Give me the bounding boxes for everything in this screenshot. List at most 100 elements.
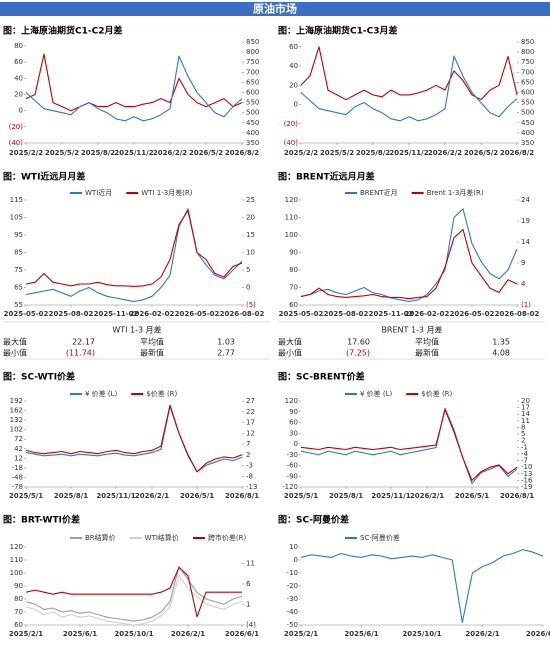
- series-line: [300, 208, 518, 303]
- y2-tick-label: 24: [521, 196, 530, 204]
- y-tick-label: 65: [14, 284, 23, 292]
- legend-label: ¥ 价差 (L): [85, 389, 118, 398]
- y-tick-label: 0: [294, 556, 298, 564]
- y-tick-label: 105: [10, 214, 23, 222]
- y2-tick-label: 700: [246, 68, 259, 76]
- table-title: WTI 1-3 月差: [112, 325, 161, 335]
- y2-tick-label: 2: [521, 437, 525, 445]
- y-tick-label: 120: [10, 543, 23, 551]
- legend-label: WTI结算价: [145, 533, 179, 542]
- table-value: (11.74): [66, 349, 95, 358]
- x-tick-label: 2026/6/1: [225, 630, 259, 638]
- y-tick-label: -60: [287, 462, 298, 470]
- y-tick-label: -78: [12, 483, 23, 491]
- x-tick-label: 2026/2/1: [171, 630, 205, 638]
- y-tick-label: (40): [284, 139, 299, 147]
- series-line: [25, 565, 243, 622]
- table-value: 2.77: [217, 349, 235, 358]
- x-tick-label: 2026/5/2: [464, 149, 498, 157]
- series-line: [300, 549, 544, 623]
- y2-tick-label: 9: [521, 259, 525, 267]
- y-tick-label: 42: [14, 445, 23, 453]
- y2-tick-label: 700: [521, 68, 534, 76]
- y2-tick-label: 25: [246, 196, 255, 204]
- y-tick-label: 120: [285, 196, 298, 204]
- y-tick-label: 0: [294, 101, 298, 109]
- y-tick-label: 40: [14, 74, 23, 82]
- chart-title: 图：上海原油期货C1-C2月差: [3, 25, 122, 37]
- y2-tick-label: 11: [521, 417, 530, 425]
- x-tick-label: 2025-08-02: [49, 310, 94, 318]
- y-tick-label: 120: [285, 397, 298, 405]
- legend-label: ¥ 价差 (L): [360, 389, 393, 398]
- y2-tick-label: 19: [521, 217, 530, 225]
- chart-title: 图：SC-BRENT价差: [278, 371, 365, 383]
- y2-tick-label: 500: [246, 109, 259, 117]
- series-line: [25, 53, 243, 112]
- table-value: 4.08: [492, 349, 510, 358]
- x-tick-label: 2026/5/1: [455, 492, 489, 500]
- y-tick-label: 85: [14, 249, 23, 257]
- table-label: 平均值: [140, 337, 164, 347]
- y2-tick-label: -13: [521, 470, 532, 478]
- y2-tick-label: 650: [246, 78, 259, 86]
- y2-tick-label: 450: [246, 119, 259, 127]
- x-tick-label: 2025/5/2: [45, 149, 79, 157]
- y-tick-label: -40: [287, 608, 298, 616]
- legend-label: WTI 1-3月差(R): [141, 188, 193, 197]
- y-tick-label: 0: [294, 440, 298, 448]
- x-tick-label: 2025/10/1: [114, 630, 153, 638]
- x-tick-label: 2025/8/2: [81, 149, 115, 157]
- y2-tick-label: 22: [246, 408, 255, 416]
- x-tick-label: 2025-11-02: [369, 310, 414, 318]
- y-tick-label: 90: [289, 408, 298, 416]
- series-line: [300, 409, 518, 481]
- x-tick-label: 2025/5/1: [9, 492, 43, 500]
- table-label: 最大值: [3, 337, 27, 347]
- y2-tick-label: 12: [246, 429, 255, 437]
- x-tick-label: 2026/2/2: [428, 149, 462, 157]
- y2-tick-label: 800: [246, 48, 259, 56]
- x-tick-label: 2026/2/1: [410, 492, 444, 500]
- x-tick-label: 2026-08-02: [495, 310, 540, 318]
- x-tick-label: 2025/6/1: [344, 630, 378, 638]
- y2-tick-label: -1: [521, 443, 528, 451]
- y2-tick-label: -4: [521, 450, 529, 458]
- x-tick-label: 2026-05-02: [175, 310, 220, 318]
- series-line: [25, 55, 243, 122]
- x-tick-label: 2025/5/2: [320, 149, 354, 157]
- y2-tick-label: 750: [521, 58, 534, 66]
- y-tick-label: -120: [282, 483, 298, 491]
- x-tick-label: 2025/6/1: [63, 630, 97, 638]
- chart-title: 图：SC-WTI价差: [3, 371, 75, 383]
- y2-tick-label: 400: [246, 129, 259, 137]
- y2-tick-label: -10: [521, 463, 532, 471]
- table-label: 最小值: [278, 348, 302, 358]
- y-tick-label: 102: [10, 426, 23, 434]
- y-tick-label: 192: [10, 397, 23, 405]
- y-tick-label: 70: [289, 284, 298, 292]
- x-tick-label: 2025-08-02: [324, 310, 369, 318]
- table-label: 平均值: [415, 337, 439, 347]
- x-tick-label: 2025-11-02: [94, 310, 139, 318]
- y-tick-label: 55: [14, 301, 23, 309]
- series-line: [25, 404, 243, 473]
- series-line: [25, 208, 243, 303]
- x-tick-label: 2026/8/2: [225, 149, 259, 157]
- y-tick-label: 80: [289, 266, 298, 274]
- y-tick-label: 110: [285, 214, 298, 222]
- y-tick-label: 60: [289, 419, 298, 427]
- y-tick-label: (20): [284, 120, 299, 128]
- y2-tick-label: 10: [246, 249, 255, 257]
- x-tick-label: 2026/2/1: [465, 630, 499, 638]
- y2-tick-label: -13: [246, 483, 257, 491]
- series-line: [300, 407, 518, 484]
- chart-title: 图：BRT-WTI价差: [3, 514, 80, 526]
- y-tick-label: 100: [10, 569, 23, 577]
- x-tick-label: 2025/2/2: [284, 149, 318, 157]
- y2-tick-label: 550: [246, 99, 259, 107]
- x-tick-label: 2025/2/2: [9, 149, 43, 157]
- y2-tick-label: 15: [246, 231, 255, 239]
- y2-tick-label: 600: [521, 89, 534, 97]
- x-tick-label: 2025/5/1: [284, 492, 318, 500]
